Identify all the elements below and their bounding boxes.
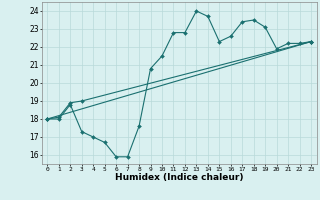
X-axis label: Humidex (Indice chaleur): Humidex (Indice chaleur) (115, 173, 244, 182)
